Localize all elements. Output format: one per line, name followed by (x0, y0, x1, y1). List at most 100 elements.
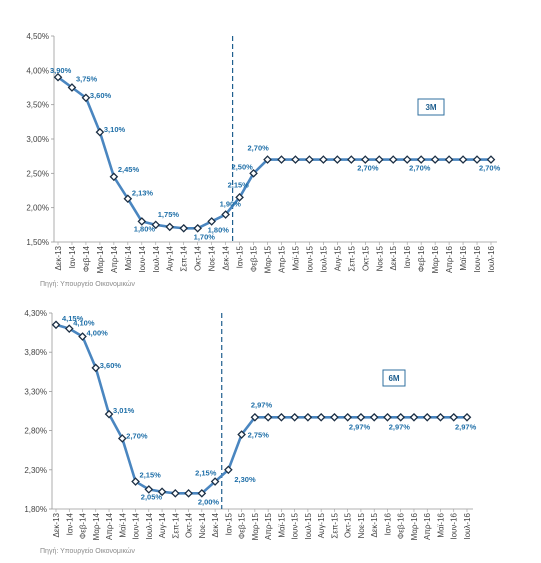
data-point (316, 412, 326, 422)
data-point (250, 412, 260, 422)
data-point (117, 434, 127, 443)
x-tick-label: Μαϊ-16 (459, 245, 468, 270)
x-tick-label: Ιουλ-16 (487, 245, 496, 272)
legend-box (417, 98, 445, 116)
x-tick-label: Δεκ-13 (54, 245, 63, 270)
x-tick-label: Δεκ-15 (389, 245, 398, 270)
data-point (263, 412, 273, 422)
data-point (104, 409, 114, 419)
y-tick-label: 3,80% (24, 348, 47, 357)
x-tick-label: Ιουν-14 (132, 512, 141, 539)
data-point (305, 155, 314, 164)
x-tick-label: Ιουλ-15 (319, 245, 328, 272)
x-tick-label: Μαϊ-14 (118, 512, 127, 537)
x-tick-label: Μαρ-15 (251, 512, 260, 540)
data-point (458, 155, 468, 164)
data-point (402, 155, 412, 164)
x-tick-label: Αυγ-15 (317, 512, 326, 538)
data-label: 2,15% (195, 469, 217, 478)
data-point (131, 477, 140, 486)
x-tick-label: Φεβ-14 (82, 245, 91, 272)
x-tick-label: Αυγ-15 (333, 245, 342, 271)
data-point (388, 155, 398, 164)
data-label: 3,10% (104, 125, 126, 134)
x-tick-label: Σεπ-15 (347, 245, 356, 271)
data-label: 1,80% (208, 225, 230, 234)
y-tick-label: 2,30% (24, 466, 47, 475)
y-tick-label: 3,00% (26, 135, 49, 144)
data-label: 2,13% (132, 189, 154, 198)
x-tick-label: Ιουλ-15 (304, 512, 313, 539)
data-label: 2,30% (234, 475, 256, 484)
x-tick-label: Σεπ-15 (330, 512, 339, 538)
data-point (369, 412, 379, 422)
data-point (235, 193, 244, 202)
x-tick-label: Απρ-16 (423, 512, 432, 540)
x-tick-label: Νοε-15 (375, 245, 384, 271)
x-tick-label: Μαρ-16 (410, 512, 419, 540)
x-tick-label: Φεβ-16 (417, 245, 426, 272)
data-point (210, 477, 220, 486)
data-label: 2,70% (357, 164, 379, 173)
y-tick-label: 4,00% (26, 66, 49, 75)
y-tick-label: 3,30% (24, 387, 47, 396)
y-tick-label: 3,50% (26, 101, 49, 110)
x-tick-label: Νοε-15 (357, 512, 366, 538)
data-point (291, 155, 300, 164)
y-tick-label: 2,00% (26, 204, 49, 213)
data-point (157, 487, 167, 497)
y-tick-label: 1,80% (24, 505, 47, 514)
data-label: 1,90% (220, 200, 242, 209)
data-label: 3,60% (100, 361, 122, 370)
data-point (416, 155, 426, 164)
data-label: 2,00% (198, 497, 220, 506)
x-tick-label: Μαρ-16 (431, 245, 440, 273)
data-point (343, 412, 352, 422)
data-label: 2,05% (141, 492, 163, 501)
legend-label: 3M (425, 103, 436, 112)
data-point (224, 465, 233, 475)
data-point (123, 194, 133, 204)
data-point (277, 412, 286, 422)
data-label: 4,10% (73, 319, 95, 328)
data-label: 3,90% (50, 66, 72, 75)
data-point (171, 489, 180, 498)
data-point (277, 155, 286, 164)
x-tick-label: Ιαν-15 (224, 512, 233, 535)
x-tick-label: Ιουν-15 (291, 512, 300, 539)
x-tick-label: Οκτ-15 (361, 245, 370, 270)
data-point (263, 155, 272, 164)
data-point (179, 223, 189, 233)
x-tick-label: Μαρ-14 (92, 512, 101, 540)
data-point (151, 220, 161, 230)
data-label: 1,75% (158, 210, 180, 219)
x-tick-label: Φεβ-16 (397, 512, 406, 539)
data-point (78, 332, 87, 341)
data-point (221, 210, 230, 219)
data-point (95, 127, 105, 137)
y-tick-label: 1,50% (26, 238, 49, 247)
data-point (409, 412, 419, 422)
data-label: 2,70% (409, 164, 431, 173)
x-tick-label: Ιαν-15 (236, 245, 245, 268)
x-tick-label: Δεκ-13 (52, 512, 61, 537)
x-tick-label: Σεπ-14 (171, 512, 180, 538)
data-label: 1,80% (134, 224, 156, 233)
y-tick-label: 4,30% (24, 309, 47, 318)
data-point (347, 155, 356, 164)
x-tick-label: Φεβ-14 (79, 512, 88, 539)
data-point (53, 72, 63, 82)
data-point (436, 412, 445, 422)
data-point (472, 155, 482, 164)
x-tick-label: Μαϊ-14 (124, 245, 133, 270)
x-tick-label: Μαρ-14 (96, 245, 105, 273)
data-point (237, 430, 246, 439)
x-tick-label: Μαϊ-15 (291, 245, 300, 270)
data-point (374, 155, 384, 164)
data-point (144, 485, 154, 494)
data-point (449, 412, 459, 422)
data-label: 2,97% (349, 422, 371, 431)
data-point (184, 489, 193, 498)
data-label: 1,70% (194, 232, 216, 241)
